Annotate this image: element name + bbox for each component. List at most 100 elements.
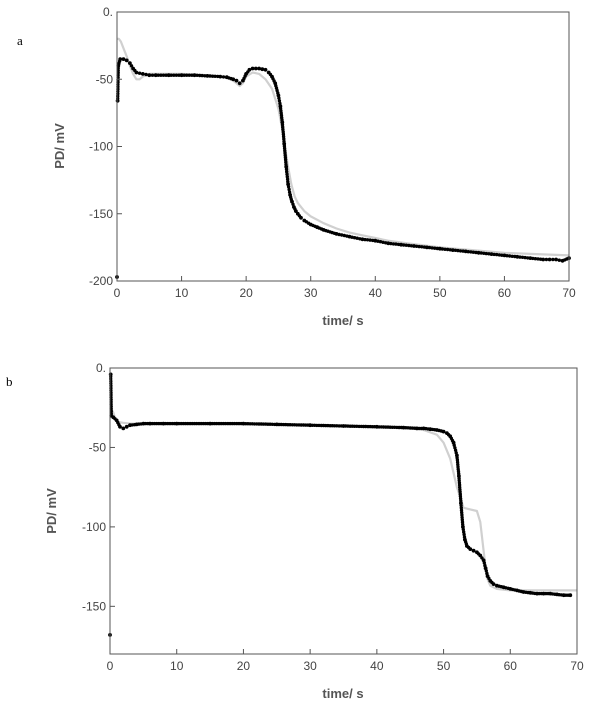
data-point-fill	[293, 207, 297, 211]
data-point-fill	[487, 576, 491, 581]
data-point	[554, 257, 558, 262]
data-point-fill	[355, 236, 359, 240]
data-point	[260, 67, 265, 72]
data-point-fill	[172, 421, 177, 426]
data-point-fill	[246, 70, 250, 74]
x-tick-label: 40	[369, 286, 383, 300]
data-point-fill	[306, 221, 311, 225]
data-point-fill	[280, 118, 284, 122]
data-point-fill	[150, 73, 155, 77]
data-point-fill	[474, 250, 478, 255]
data-point	[250, 66, 255, 71]
data-point-fill	[389, 241, 393, 246]
data-point-fill	[399, 425, 403, 430]
data-point-fill	[206, 421, 210, 426]
data-point	[450, 248, 455, 253]
measured-points-a	[115, 57, 571, 279]
data-point	[471, 548, 476, 553]
data-point-fill	[164, 73, 168, 77]
data-point-fill	[139, 422, 143, 426]
data-point-fill	[285, 172, 289, 176]
data-point-fill	[337, 232, 341, 237]
data-point-fill	[156, 73, 160, 77]
data-point-fill	[177, 73, 181, 77]
data-point	[147, 73, 152, 78]
data-point-fill	[492, 252, 496, 257]
data-point-fill	[497, 253, 501, 257]
data-point-fill	[495, 252, 499, 257]
data-point-fill	[113, 417, 117, 421]
data-point-fill	[510, 254, 514, 258]
x-tick-label: 50	[433, 286, 447, 300]
data-point-fill	[404, 243, 408, 247]
data-point	[153, 73, 158, 78]
data-point-fill	[132, 423, 137, 427]
y-tick-label: -150	[89, 207, 113, 221]
data-point-fill	[339, 424, 343, 428]
data-point-fill	[117, 423, 121, 427]
data-point	[127, 61, 132, 65]
data-point-fill	[430, 246, 434, 250]
data-point-fill	[402, 243, 406, 247]
data-point-fill	[487, 252, 491, 256]
data-point-fill	[282, 139, 286, 144]
x-tick-label: 60	[498, 286, 512, 300]
data-point-fill	[203, 74, 207, 78]
data-point-fill	[319, 227, 324, 231]
data-point	[234, 78, 239, 83]
data-point	[121, 426, 126, 431]
x-tick-label: 40	[370, 659, 384, 673]
data-point-fill	[159, 421, 163, 426]
data-point-fill	[490, 580, 494, 585]
data-point-fill	[483, 563, 487, 568]
data-point-fill	[446, 433, 451, 437]
data-point-fill	[287, 190, 292, 194]
data-point	[253, 66, 258, 71]
data-point-fill	[546, 591, 550, 596]
data-point-fill	[413, 426, 417, 430]
data-point-fill	[208, 74, 212, 78]
data-point-fill	[450, 438, 455, 443]
data-point-fill	[443, 247, 447, 251]
y-tick-label: -100	[82, 520, 106, 534]
data-point-fill	[551, 257, 555, 262]
data-point-fill	[394, 242, 398, 246]
data-point-fill	[536, 257, 540, 261]
panel-label-a: a	[17, 33, 23, 48]
data-point-fill	[187, 73, 191, 77]
data-point-fill	[409, 244, 414, 248]
data-point-fill	[476, 552, 481, 556]
data-point-fill	[133, 68, 137, 73]
data-point-fill	[417, 244, 421, 249]
data-point-fill	[350, 235, 354, 239]
data-point	[179, 73, 184, 78]
data-point-fill	[340, 233, 344, 237]
data-point-fill	[277, 96, 281, 100]
data-point-fill	[484, 569, 488, 573]
data-point-fill	[505, 254, 509, 258]
data-point-fill	[358, 237, 362, 241]
data-point-fill	[285, 170, 289, 174]
data-point-fill	[506, 586, 510, 590]
data-point-fill	[453, 248, 458, 252]
data-point-fill	[287, 187, 291, 192]
data-point-fill	[285, 177, 290, 181]
panel-label-b: b	[6, 374, 13, 389]
data-point-fill	[462, 535, 467, 539]
data-point	[489, 252, 494, 256]
data-point-fill	[459, 499, 463, 503]
data-point-fill	[363, 237, 367, 242]
data-point-fill	[342, 233, 346, 238]
data-point-fill	[559, 593, 564, 597]
data-point-fill	[466, 250, 470, 254]
model-curve-a	[117, 37, 570, 257]
data-point-fill	[533, 591, 537, 596]
y-axis-title-b: PD/ mV	[44, 488, 59, 534]
data-point-fill	[439, 429, 443, 433]
data-point-fill	[513, 254, 517, 259]
data-point	[373, 238, 378, 243]
data-point-fill	[276, 91, 280, 95]
y-axis-title-a: PD/ mV	[52, 123, 67, 169]
data-point-fill	[285, 175, 289, 179]
data-point-fill	[195, 73, 199, 78]
